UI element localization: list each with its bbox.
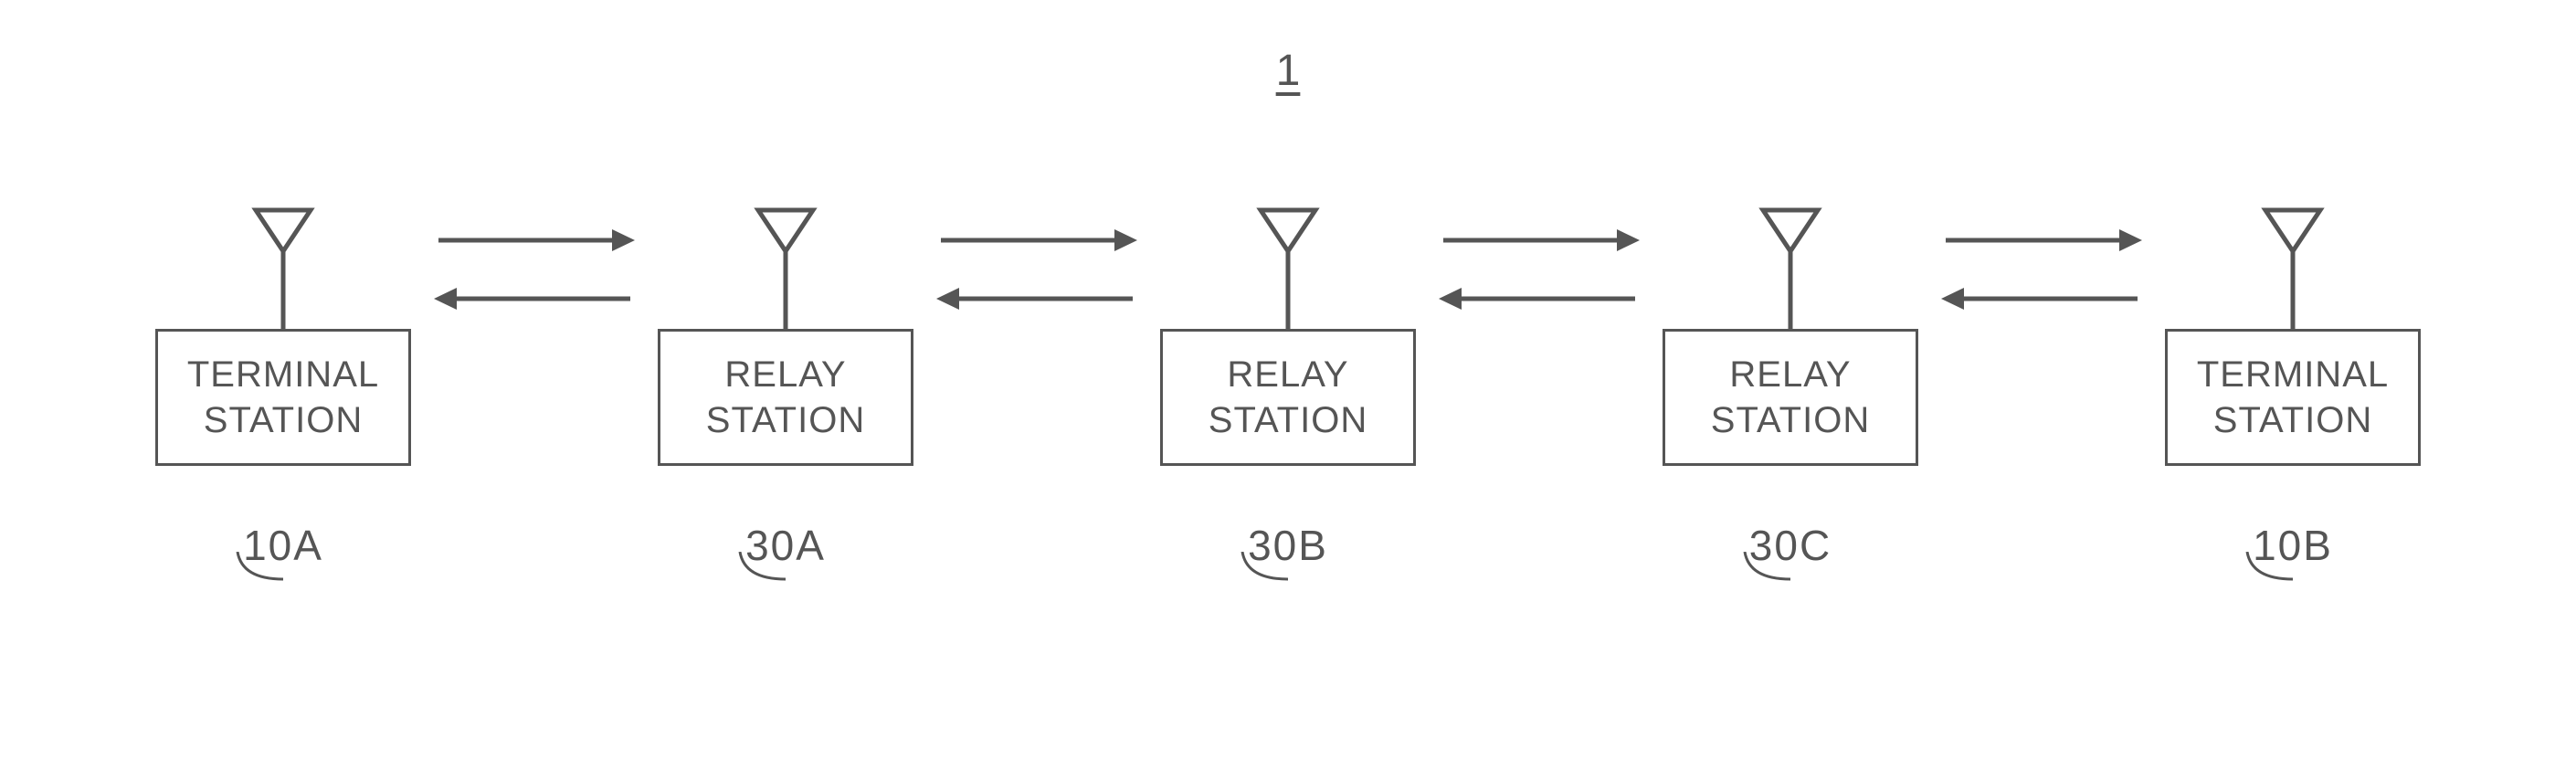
link-arrows	[1416, 201, 1663, 329]
station-box: TERMINAL STATION	[2165, 329, 2421, 466]
leader-line	[658, 552, 913, 588]
antenna-icon	[1745, 201, 1836, 329]
station-box: TERMINAL STATION	[155, 329, 411, 466]
link-arrows	[1918, 201, 2165, 329]
node-relay-b: RELAY STATION 30B	[1160, 201, 1416, 570]
leader-line	[155, 552, 411, 588]
arrow-left-icon	[936, 282, 1137, 315]
station-box: RELAY STATION	[658, 329, 913, 466]
station-box: RELAY STATION	[1160, 329, 1416, 466]
arrow-right-icon	[936, 224, 1137, 257]
station-box: RELAY STATION	[1663, 329, 1918, 466]
node-relay-c: RELAY STATION 30C	[1663, 201, 1918, 570]
antenna-icon	[2247, 201, 2338, 329]
figure-label: 1	[1276, 46, 1301, 96]
leader-line	[2165, 552, 2421, 588]
arrow-left-icon	[1941, 282, 2142, 315]
link-arrows	[411, 201, 658, 329]
link-arrows	[913, 201, 1160, 329]
leader-line	[1663, 552, 1918, 588]
antenna-icon	[740, 201, 831, 329]
arrow-left-icon	[434, 282, 635, 315]
diagram-row: TERMINAL STATION 10A RELAY STATION	[0, 201, 2576, 570]
node-terminal-b: TERMINAL STATION 10B	[2165, 201, 2421, 570]
node-relay-a: RELAY STATION 30A	[658, 201, 913, 570]
antenna-icon	[238, 201, 329, 329]
arrow-right-icon	[1941, 224, 2142, 257]
antenna-icon	[1242, 201, 1334, 329]
arrow-right-icon	[1439, 224, 1640, 257]
node-terminal-a: TERMINAL STATION 10A	[155, 201, 411, 570]
leader-line	[1160, 552, 1416, 588]
arrow-right-icon	[434, 224, 635, 257]
arrow-left-icon	[1439, 282, 1640, 315]
